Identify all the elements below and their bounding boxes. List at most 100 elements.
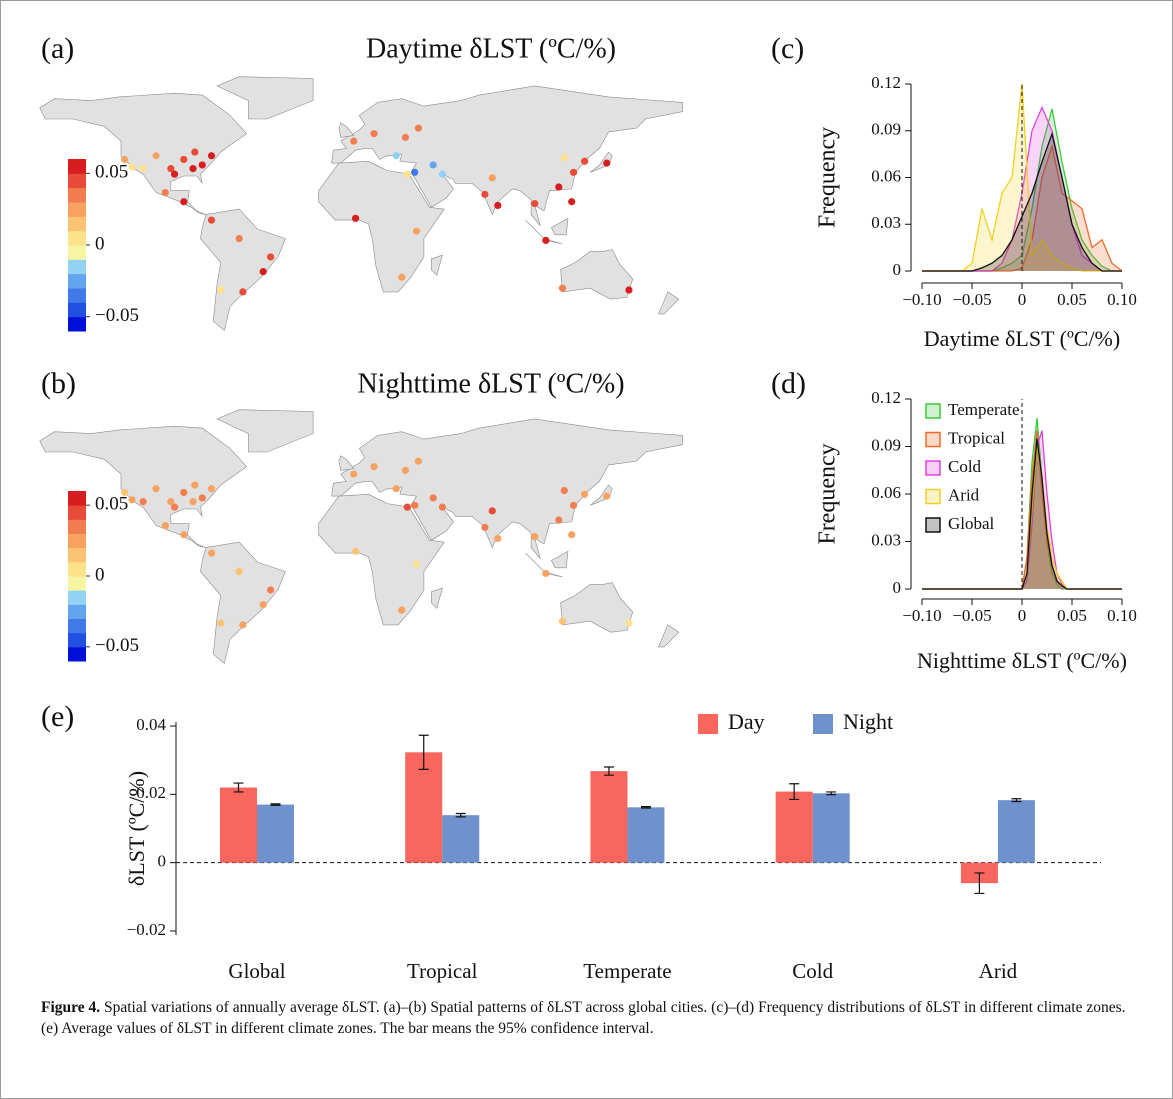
city-point (555, 516, 563, 524)
colorbar-label: −0.05 (95, 635, 139, 656)
colorbar-cell (68, 173, 86, 189)
colorbar-cell (68, 632, 86, 648)
city-point (488, 174, 496, 182)
colorbar-cell (68, 302, 86, 318)
land (431, 254, 443, 276)
city-point (403, 503, 411, 511)
land (200, 541, 286, 665)
colorbar-cell (68, 273, 86, 289)
y-tick-label: 0.12 (871, 388, 901, 407)
bar (220, 787, 257, 863)
city-point (558, 284, 567, 292)
y-tick-label: −0.02 (127, 920, 166, 939)
legend-swatch (925, 488, 941, 505)
bar (257, 804, 294, 863)
city-point (198, 494, 206, 502)
city-point (392, 485, 400, 493)
land (216, 76, 314, 120)
city-point (207, 549, 216, 557)
city-point (558, 617, 567, 625)
city-point (121, 488, 129, 497)
legend-swatch (925, 460, 941, 476)
city-point (259, 268, 267, 276)
legend-label: Day (728, 709, 765, 734)
city-point (170, 503, 179, 511)
city-point (370, 463, 378, 471)
city-point (167, 498, 175, 506)
colorbar-cell (68, 533, 86, 549)
colorbar-label: −0.05 (95, 305, 139, 326)
colorbar-cell (68, 187, 86, 203)
y-tick-label: 0.03 (871, 530, 901, 549)
city-point (207, 152, 216, 160)
colorbar-cell (68, 202, 86, 217)
city-point (412, 227, 421, 235)
city-point (121, 155, 129, 164)
caption-label: Figure 4. (41, 999, 101, 1016)
city-point (351, 547, 360, 555)
city-point (625, 619, 633, 627)
error-bar (455, 812, 466, 818)
bar (590, 771, 628, 863)
city-point (481, 190, 489, 198)
x-tick-label: 0.05 (1057, 606, 1087, 625)
y-tick-label: 0.06 (871, 483, 901, 502)
land (318, 493, 445, 626)
legend-swatch (925, 431, 941, 448)
land (560, 582, 634, 633)
density-line (922, 131, 1122, 272)
land (216, 409, 314, 453)
x-tick-label: −0.05 (952, 606, 991, 625)
colorbar-cell (68, 576, 86, 591)
city-point (180, 198, 188, 206)
bar (627, 807, 665, 863)
city-point (560, 154, 568, 162)
land (331, 418, 683, 559)
land (658, 291, 680, 315)
land (525, 552, 563, 578)
city-point (429, 161, 437, 169)
density-line (922, 438, 1122, 590)
city-point (411, 501, 419, 509)
city-point (494, 534, 502, 543)
density-area (922, 146, 1122, 271)
colorbar-cell (68, 519, 86, 534)
land (318, 160, 445, 293)
city-point (560, 487, 568, 495)
land (331, 85, 683, 226)
density-area (922, 133, 1122, 271)
city-point (128, 496, 136, 504)
city-point (568, 198, 576, 206)
error-bar (418, 734, 429, 770)
y-tick-label: 0.04 (136, 715, 166, 734)
colorbar-cell (68, 316, 86, 332)
colorbar-cell (68, 216, 86, 232)
legend-label: Night (843, 709, 893, 734)
x-tick-label: −0.10 (902, 290, 941, 309)
panel-label: (a) (41, 32, 74, 65)
y-axis-label: δLST (ºC/%) (124, 771, 149, 886)
error-bar (826, 791, 837, 796)
city-point (217, 619, 225, 627)
error-bar (974, 872, 985, 895)
map-title: Nighttime δLST (ºC/%) (357, 368, 624, 399)
colorbar-label: 0 (95, 564, 105, 585)
city-point (239, 288, 247, 296)
land (338, 122, 355, 138)
city-point (139, 165, 147, 173)
city-point (581, 157, 589, 165)
city-point (488, 507, 496, 515)
city-point (401, 466, 410, 474)
land (551, 217, 569, 236)
city-point (189, 498, 197, 506)
density-line (922, 430, 1122, 590)
x-tick-label: Tropical (407, 959, 478, 983)
x-axis-label: Daytime δLST (ºC/%) (924, 326, 1120, 351)
x-tick-label: 0.10 (1107, 606, 1137, 625)
x-tick-label: 0 (1018, 290, 1027, 309)
city-point (235, 567, 243, 576)
x-tick-label: Arid (979, 959, 1018, 983)
map-title: Daytime δLST (ºC/%) (366, 33, 616, 64)
bar (442, 815, 480, 863)
